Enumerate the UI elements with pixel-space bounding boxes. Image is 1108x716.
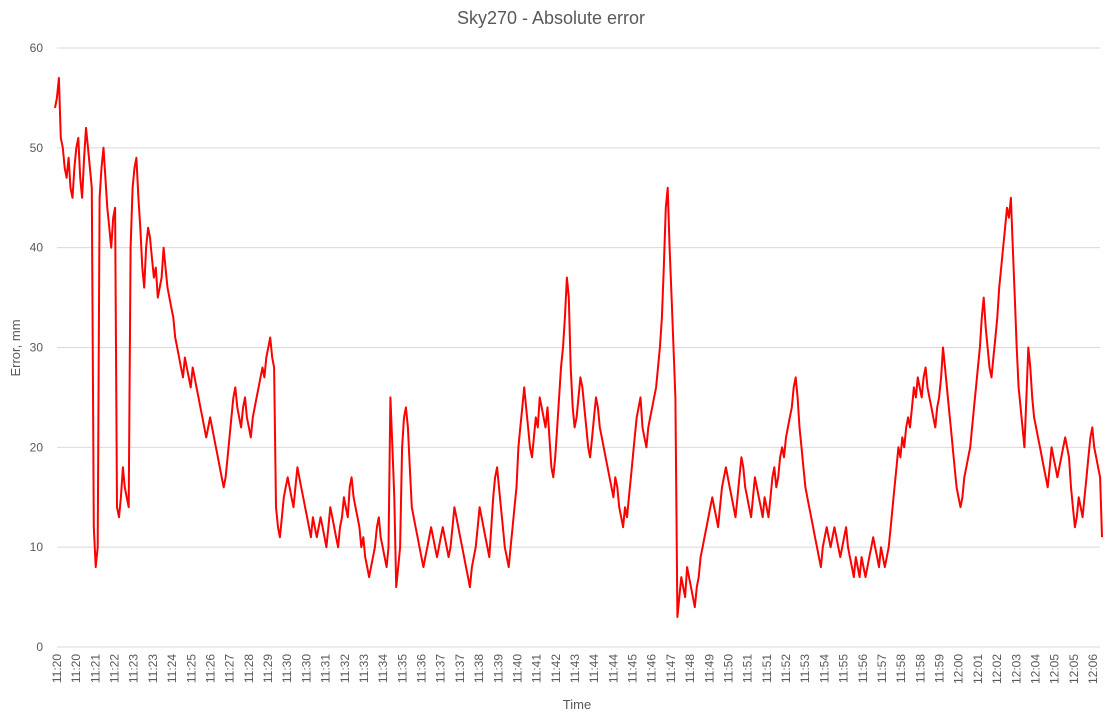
- x-tick-label: 11:28: [242, 654, 256, 683]
- x-tick-label: 11:25: [184, 654, 198, 683]
- x-tick-label: 12:01: [971, 654, 985, 684]
- x-tick-label: 11:43: [568, 654, 582, 683]
- x-tick-label: 11:59: [933, 654, 947, 683]
- x-tick-label: 12:06: [1086, 654, 1100, 684]
- x-tick-label: 11:37: [453, 654, 467, 683]
- x-tick-label: 11:21: [88, 654, 102, 683]
- x-tick-label: 11:34: [376, 654, 390, 683]
- x-tick-label: 11:22: [108, 654, 122, 683]
- y-tick-label: 20: [30, 440, 44, 454]
- x-tick-label: 11:55: [837, 654, 851, 683]
- x-tick-label: 11:56: [856, 654, 870, 683]
- x-tick-label: 11:37: [434, 654, 448, 683]
- x-tick-label: 11:54: [817, 654, 831, 683]
- x-tick-label: 11:29: [261, 654, 275, 683]
- y-tick-label: 30: [30, 341, 44, 355]
- x-tick-label: 11:23: [146, 654, 160, 683]
- x-tick-label: 11:44: [606, 654, 620, 683]
- x-tick-label: 11:48: [683, 654, 697, 683]
- chart-title: Sky270 - Absolute error: [457, 8, 645, 28]
- x-tick-label: 11:57: [875, 654, 889, 683]
- x-tick-label: 11:20: [50, 654, 64, 683]
- x-tick-label: 11:39: [491, 654, 505, 683]
- y-tick-label: 10: [30, 540, 44, 554]
- x-tick-label: 11:23: [127, 654, 141, 683]
- x-tick-label: 11:46: [645, 654, 659, 683]
- y-axis-label: Error, mm: [8, 319, 23, 376]
- x-tick-label: 12:00: [952, 654, 966, 684]
- y-axis-ticks: 0 10 20 30 40 50 60: [30, 41, 44, 654]
- x-tick-label: 11:49: [702, 654, 716, 683]
- x-axis-ticks: 11:20 11:20 11:21 11:22 11:23 11:23 11:24 11:25…: [50, 654, 1100, 684]
- x-tick-label: 12:02: [990, 654, 1004, 684]
- x-tick-label: 11:27: [223, 654, 237, 683]
- x-tick-label: 12:05: [1048, 654, 1062, 684]
- y-tick-label: 40: [30, 241, 44, 255]
- x-tick-label: 11:44: [587, 654, 601, 683]
- x-tick-label: 11:42: [549, 654, 563, 683]
- x-tick-label: 11:36: [415, 654, 429, 683]
- x-tick-label: 11:41: [530, 654, 544, 683]
- x-tick-label: 11:35: [395, 654, 409, 683]
- x-axis-label: Time: [563, 697, 591, 712]
- x-tick-label: 11:31: [319, 654, 333, 683]
- x-tick-label: 11:33: [357, 654, 371, 683]
- x-tick-label: 11:50: [721, 654, 735, 683]
- y-tick-label: 60: [30, 41, 44, 55]
- gridlines: [57, 47, 1100, 648]
- x-tick-label: 12:03: [1009, 654, 1023, 684]
- x-tick-label: 11:58: [913, 654, 927, 683]
- x-tick-label: 11:47: [664, 654, 678, 683]
- x-tick-label: 12:04: [1028, 654, 1042, 684]
- x-tick-label: 11:51: [760, 654, 774, 683]
- x-tick-label: 11:26: [203, 654, 217, 683]
- x-tick-label: 11:32: [338, 654, 352, 683]
- x-tick-label: 12:05: [1067, 654, 1081, 684]
- x-tick-label: 11:52: [779, 654, 793, 683]
- x-tick-label: 11:53: [798, 654, 812, 683]
- x-tick-label: 11:24: [165, 654, 179, 683]
- x-tick-label: 11:38: [472, 654, 486, 683]
- x-tick-label: 11:20: [69, 654, 83, 683]
- x-tick-label: 11:30: [280, 654, 294, 683]
- x-tick-label: 11:58: [894, 654, 908, 683]
- y-tick-label: 0: [36, 640, 43, 654]
- x-tick-label: 11:40: [510, 654, 524, 683]
- y-tick-label: 50: [30, 141, 44, 155]
- series-line: [54, 77, 1103, 618]
- x-tick-label: 11:45: [626, 654, 640, 683]
- x-tick-label: 11:30: [299, 654, 313, 683]
- x-tick-label: 11:51: [741, 654, 755, 683]
